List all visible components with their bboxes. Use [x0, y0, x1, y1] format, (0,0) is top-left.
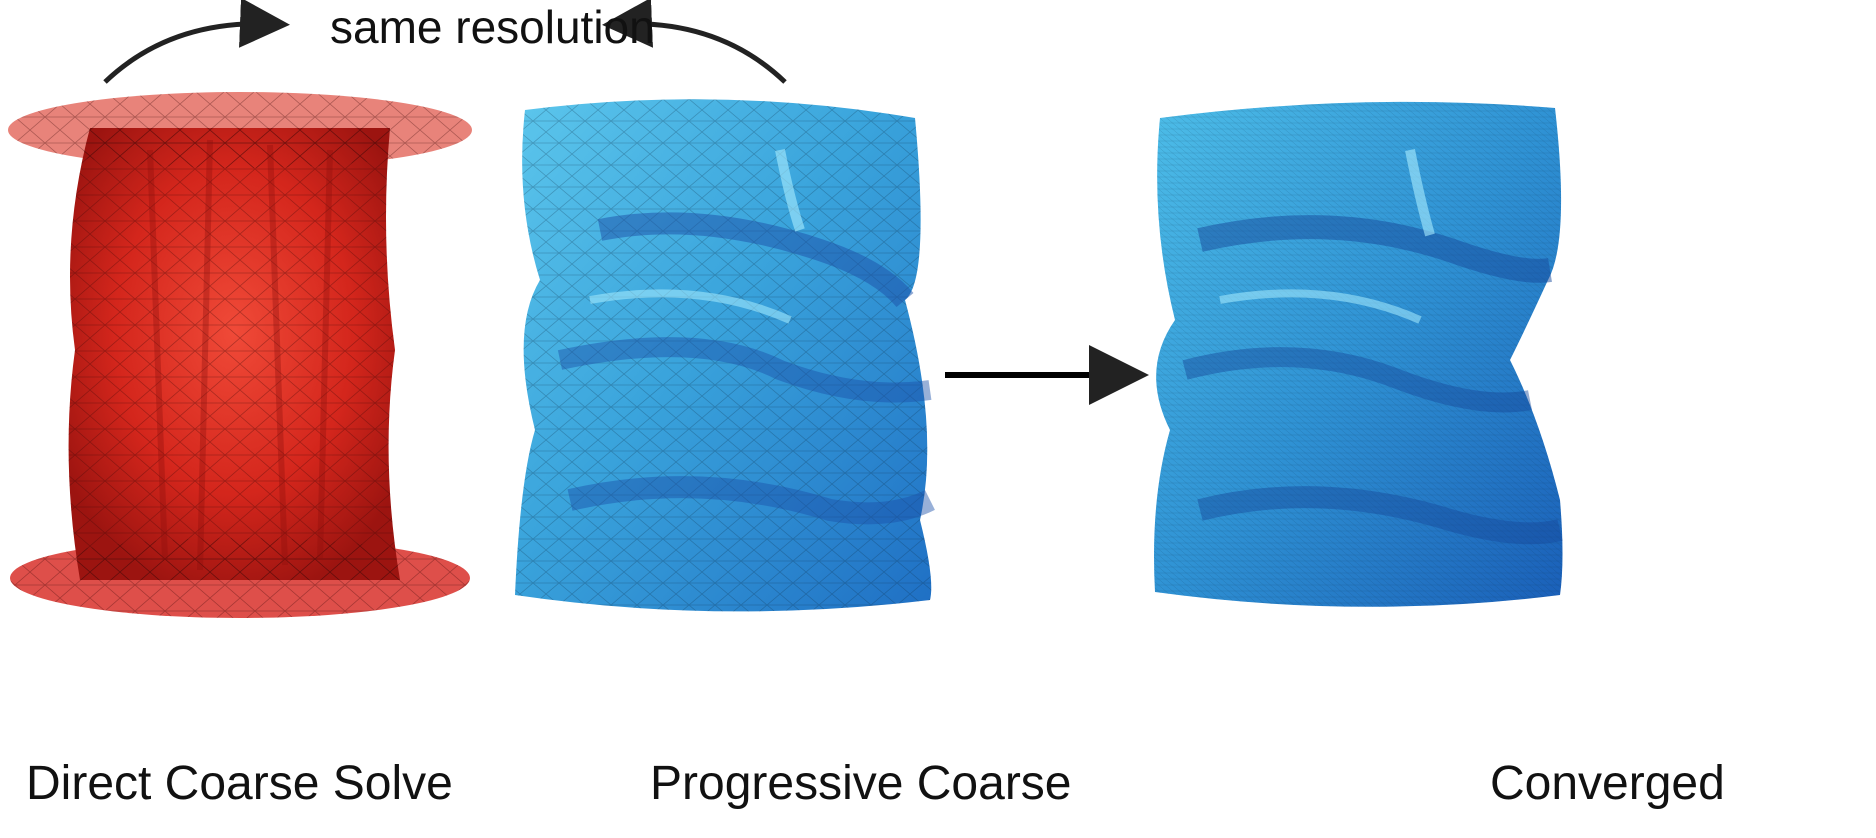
caption-converged: Converged [1490, 757, 1725, 810]
curved-arrow-left [103, 0, 290, 84]
same-resolution-label: same resolution [330, 1, 655, 53]
curved-arrow-right [602, 0, 787, 84]
blue-converged-shape [1154, 101, 1563, 607]
caption-direct-coarse-solve: Direct Coarse Solve [26, 757, 453, 810]
blue-progressive-coarse-shape [515, 99, 935, 612]
red-coarse-mesh-shape [8, 92, 472, 618]
caption-progressive-coarse: Progressive Coarse [650, 757, 1072, 810]
